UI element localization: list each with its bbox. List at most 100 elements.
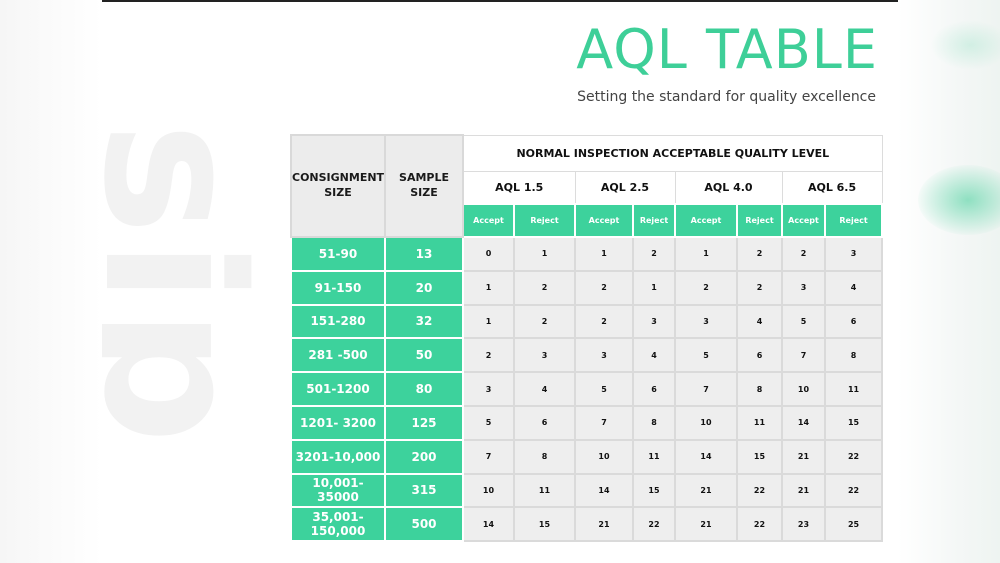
- reject-value-cell: 6: [823, 303, 884, 340]
- accept-value-cell: 14: [674, 438, 738, 475]
- accept-value-cell: 2: [574, 303, 634, 340]
- accept-value-cell: 3: [574, 337, 634, 374]
- consignment-size-cell: 3201-10,000: [290, 438, 386, 475]
- sample-size-cell: 80: [384, 371, 464, 407]
- accept-value-cell: 10: [781, 371, 826, 407]
- accept-value-cell: 10: [674, 404, 738, 441]
- consignment-size-cell: 51-90: [290, 236, 386, 272]
- consignment-size-cell: 1201- 3200: [290, 404, 386, 441]
- accept-value-cell: 0: [462, 236, 515, 272]
- table-row: 1201- 3200 125 5 6 7 8 10 11 14 15: [290, 404, 884, 441]
- reject-value-cell: 3: [632, 303, 676, 340]
- accept-value-cell: 3: [462, 371, 515, 407]
- accept-value-cell: 2: [674, 269, 738, 306]
- header-accept: Accept: [781, 203, 826, 238]
- sample-size-cell: 20: [384, 269, 464, 306]
- reject-value-cell: 8: [513, 438, 576, 475]
- page-subtitle: Setting the standard for quality excelle…: [577, 89, 876, 105]
- header-consignment-line2: SIZE: [324, 186, 352, 199]
- table-row: 91-150 20 1 2 2 1 2 2 3 4: [290, 269, 884, 306]
- header-accept: Accept: [462, 203, 515, 238]
- accept-value-cell: 2: [781, 236, 826, 272]
- header-aql-level: AQL 1.5: [462, 170, 576, 205]
- reject-value-cell: 2: [736, 236, 783, 272]
- reject-value-cell: 22: [823, 472, 884, 509]
- accept-value-cell: 3: [674, 303, 738, 340]
- reject-value-cell: 1: [632, 269, 676, 306]
- header-aql-level: AQL 2.5: [574, 170, 676, 205]
- sample-size-cell: 125: [384, 404, 464, 441]
- header-accept: Accept: [574, 203, 634, 238]
- accept-value-cell: 7: [781, 337, 826, 374]
- consignment-size-cell: 10,001-35000: [290, 472, 386, 509]
- accept-value-cell: 5: [462, 404, 515, 441]
- reject-value-cell: 11: [513, 472, 576, 509]
- consignment-size-cell: 91-150: [290, 269, 386, 306]
- table-row: 10,001-35000 315 10 11 14 15 21 22 21 22: [290, 472, 884, 509]
- consignment-size-cell: 35,001-150,000: [290, 506, 386, 543]
- header-consignment-line1: CONSIGNMENT: [292, 171, 385, 185]
- sample-size-cell: 200: [384, 438, 464, 475]
- sample-size-cell: 32: [384, 303, 464, 340]
- header-reject: Reject: [513, 203, 576, 238]
- table-row: 35,001-150,000 500 14 15 21 22 21 22 23 25: [290, 506, 884, 543]
- table-row: 281 -500 50 2 3 3 4 5 6 7 8: [290, 337, 884, 374]
- header-reject: Reject: [736, 203, 783, 238]
- reject-value-cell: 6: [513, 404, 576, 441]
- reject-value-cell: 22: [632, 506, 676, 543]
- reject-value-cell: 2: [513, 269, 576, 306]
- header-normal-inspection: NORMAL INSPECTION ACCEPTABLE QUALITY LEV…: [462, 134, 883, 172]
- header-sample-line1: SAMPLE: [399, 171, 449, 185]
- header-accept: Accept: [674, 203, 738, 238]
- header-aql-level: AQL 4.0: [674, 170, 783, 205]
- reject-value-cell: 25: [823, 506, 884, 543]
- reject-value-cell: 15: [736, 438, 783, 475]
- table-row: 3201-10,000 200 7 8 10 11 14 15 21 22: [290, 438, 884, 475]
- sample-size-cell: 315: [384, 472, 464, 509]
- reject-value-cell: 22: [736, 472, 783, 509]
- table-row: 501-1200 80 3 4 5 6 7 8 10 11: [290, 371, 884, 407]
- consignment-size-cell: 281 -500: [290, 337, 386, 374]
- slide: sip AQL TABLE Setting the standard for q…: [102, 0, 898, 563]
- accept-value-cell: 7: [674, 371, 738, 407]
- header-reject: Reject: [632, 203, 676, 238]
- accept-value-cell: 21: [674, 472, 738, 509]
- reject-value-cell: 4: [823, 269, 884, 306]
- accept-value-cell: 5: [781, 303, 826, 340]
- accept-value-cell: 5: [574, 371, 634, 407]
- right-backdrop: [898, 0, 1000, 563]
- accept-value-cell: 23: [781, 506, 826, 543]
- accept-value-cell: 21: [781, 438, 826, 475]
- reject-value-cell: 6: [736, 337, 783, 374]
- reject-value-cell: 4: [632, 337, 676, 374]
- reject-value-cell: 22: [823, 438, 884, 475]
- reject-value-cell: 22: [736, 506, 783, 543]
- decorative-glow-top: [930, 20, 1000, 70]
- accept-value-cell: 21: [781, 472, 826, 509]
- reject-value-cell: 11: [632, 438, 676, 475]
- reject-value-cell: 3: [513, 337, 576, 374]
- accept-value-cell: 1: [674, 236, 738, 272]
- sample-size-cell: 13: [384, 236, 464, 272]
- reject-value-cell: 2: [632, 236, 676, 272]
- sample-size-cell: 500: [384, 506, 464, 543]
- accept-value-cell: 3: [781, 269, 826, 306]
- accept-value-cell: 10: [574, 438, 634, 475]
- reject-value-cell: 3: [823, 236, 884, 272]
- accept-value-cell: 7: [462, 438, 515, 475]
- reject-value-cell: 8: [736, 371, 783, 407]
- accept-value-cell: 1: [574, 236, 634, 272]
- accept-value-cell: 14: [462, 506, 515, 543]
- table-row: 151-280 32 1 2 2 3 3 4 5 6: [290, 303, 884, 340]
- header-consignment-size: CONSIGNMENT SIZE: [290, 134, 386, 238]
- sample-size-cell: 50: [384, 337, 464, 374]
- accept-value-cell: 2: [462, 337, 515, 374]
- reject-value-cell: 8: [823, 337, 884, 374]
- header-sample-size: SAMPLE SIZE: [384, 134, 464, 238]
- accept-value-cell: 1: [462, 269, 515, 306]
- watermark-logo: sip: [102, 121, 283, 449]
- accept-value-cell: 21: [574, 506, 634, 543]
- accept-value-cell: 2: [574, 269, 634, 306]
- accept-value-cell: 21: [674, 506, 738, 543]
- accept-value-cell: 14: [574, 472, 634, 509]
